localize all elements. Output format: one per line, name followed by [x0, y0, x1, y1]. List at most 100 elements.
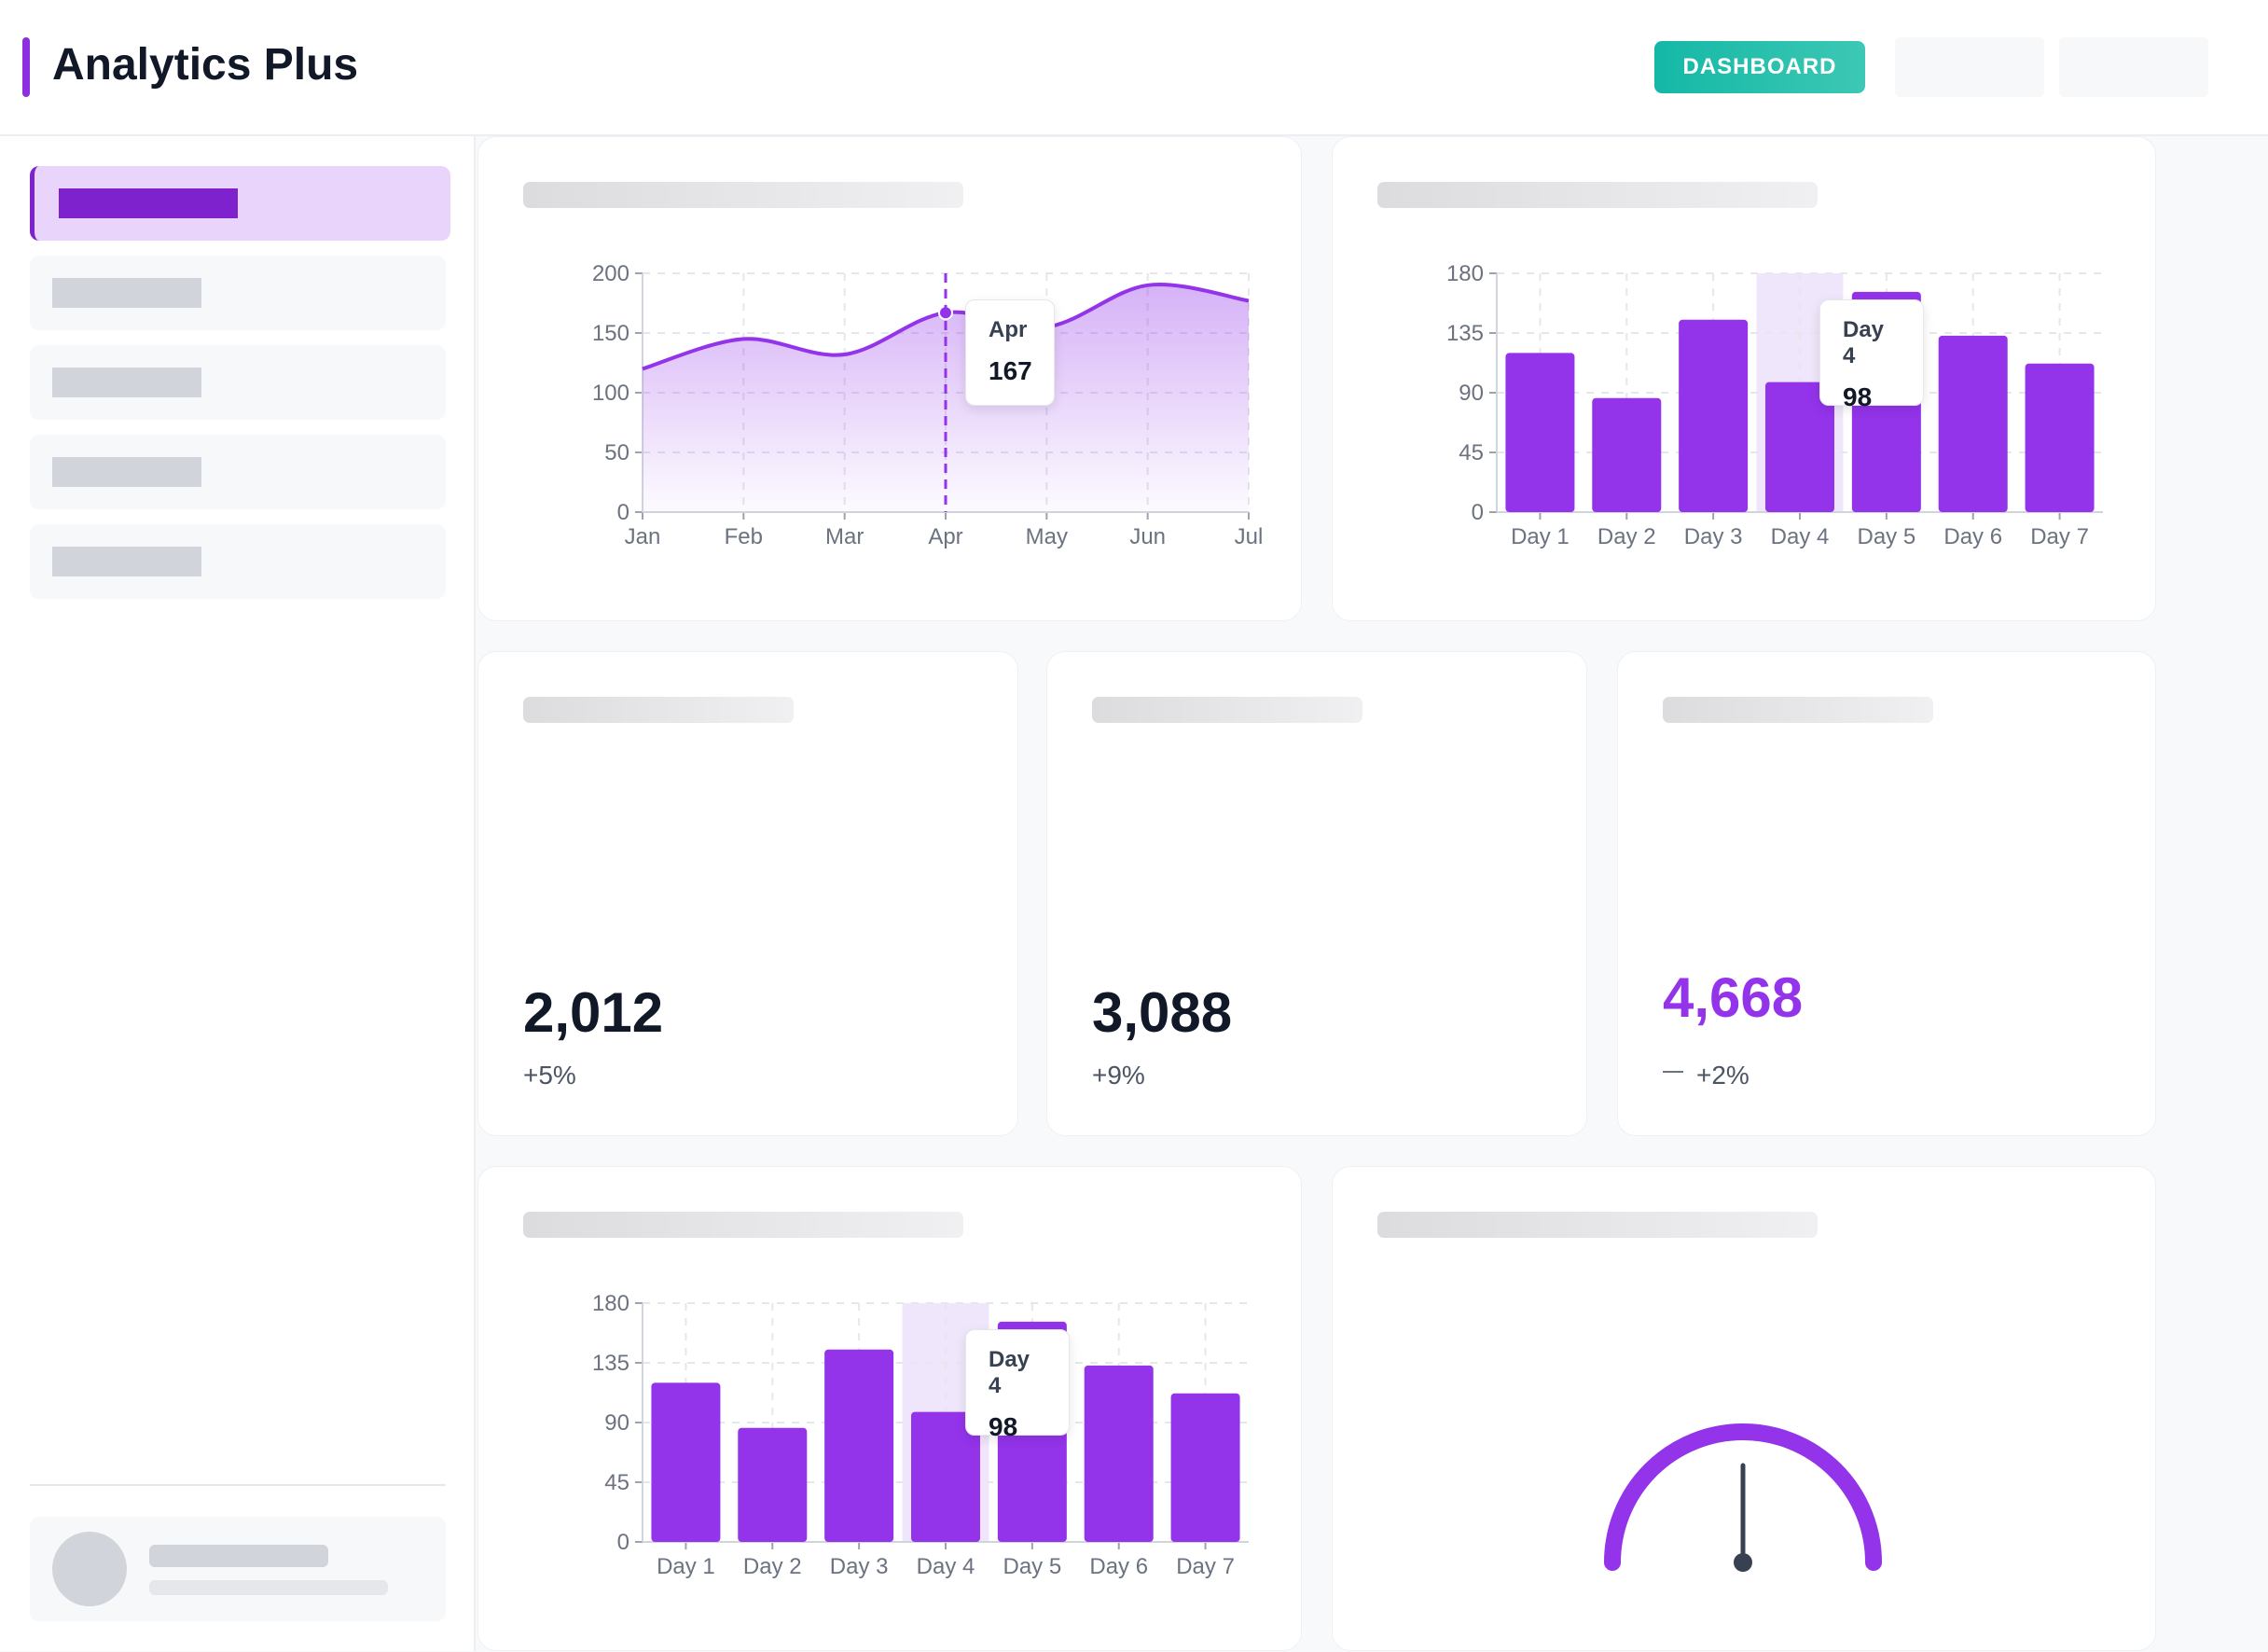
- x-tick-label: Day 1: [1511, 524, 1570, 549]
- sidebar-item-label-placeholder: [52, 457, 201, 487]
- tooltip-value: 98: [989, 1412, 1018, 1441]
- bar: [1084, 1365, 1154, 1542]
- x-tick-label: Day 4: [1771, 524, 1830, 549]
- bar-chart: 0 45 90 135 180 Day 1 Day 2 Day 3 Day 4 Day 5 Day …: [592, 1291, 1249, 1579]
- kpi-change: +2%: [1696, 1061, 1749, 1090]
- tooltip-value: 167: [989, 356, 1032, 385]
- sidebar-item[interactable]: [30, 524, 446, 599]
- tooltip-label: Day 4: [989, 1347, 1030, 1398]
- kpi-card: 4,668 +2%: [1617, 651, 2156, 1136]
- nav-item-placeholder[interactable]: [1895, 37, 2044, 97]
- card-title-placeholder: [1377, 182, 1818, 208]
- kpi-change: +9%: [1092, 1061, 1145, 1090]
- bar: [738, 1427, 808, 1542]
- top-header: Analytics Plus DASHBOARD: [0, 0, 2268, 136]
- app-title: Analytics Plus: [52, 40, 359, 90]
- tooltip-value: 98: [1843, 382, 1873, 411]
- area-chart-card: 0 50 100 150 200 Jan Feb Mar Apr May Jun Jul Apr 16…: [477, 136, 1302, 621]
- bar: [651, 1382, 721, 1542]
- user-profile-card[interactable]: [30, 1517, 446, 1621]
- bar: [2025, 363, 2095, 512]
- x-tick-label: Day 7: [2030, 524, 2089, 549]
- card-title-placeholder: [523, 697, 794, 723]
- sidebar-divider: [30, 1484, 446, 1486]
- y-tick-label: 50: [604, 440, 629, 465]
- x-tick-label: Day 5: [1858, 524, 1916, 549]
- gauge-arc: [1604, 1423, 1882, 1571]
- nav-dashboard-button[interactable]: DASHBOARD: [1654, 41, 1865, 93]
- x-tick-label: Day 2: [743, 1554, 802, 1579]
- sidebar-item[interactable]: [30, 435, 446, 509]
- tooltip-label: Apr: [989, 317, 1028, 342]
- chart-tooltip: Day 4 98: [1819, 299, 1924, 411]
- x-tick-label: Jul: [1235, 524, 1264, 549]
- sidebar-item[interactable]: [30, 256, 446, 330]
- kpi-value: 4,668: [1663, 966, 1804, 1029]
- bar-chart-card: 0 45 90 135 180 Day 1 Day 2 Day 3 Day 4 Day 5 Day …: [477, 1166, 1302, 1651]
- y-tick-label: 180: [592, 1291, 629, 1316]
- x-tick-label: Day 3: [830, 1554, 889, 1579]
- y-tick-label: 90: [1459, 381, 1484, 406]
- bar: [1679, 319, 1749, 512]
- card-title-placeholder: [1092, 697, 1362, 723]
- x-tick-label: Day 2: [1597, 524, 1656, 549]
- kpi-change: +5%: [523, 1061, 576, 1090]
- bar: [824, 1349, 894, 1542]
- card-title-placeholder: [1663, 697, 1933, 723]
- x-tick-label: Day 6: [1943, 524, 2002, 549]
- x-tick-label: Day 7: [1176, 1554, 1235, 1579]
- user-email-placeholder: [149, 1580, 388, 1595]
- x-tick-label: May: [1026, 524, 1068, 549]
- y-tick-label: 0: [617, 500, 629, 525]
- card-title-placeholder: [523, 182, 963, 208]
- y-tick-label: 100: [592, 381, 629, 406]
- bar: [1765, 382, 1834, 512]
- y-tick-label: 200: [592, 261, 629, 286]
- sidebar-item-active[interactable]: [30, 166, 450, 241]
- y-tick-label: 135: [592, 1351, 629, 1376]
- gauge-hub: [1734, 1553, 1752, 1572]
- dash-icon: [1663, 1070, 1683, 1073]
- x-tick-label: Feb: [725, 524, 763, 549]
- x-tick-label: Day 3: [1684, 524, 1743, 549]
- bar: [1505, 353, 1575, 512]
- card-title-placeholder: [1377, 1212, 1818, 1238]
- bar: [911, 1411, 980, 1542]
- chart-tooltip: Apr 167: [965, 299, 1055, 406]
- sidebar-item-label-placeholder: [52, 547, 201, 576]
- avatar: [52, 1532, 127, 1606]
- y-tick-label: 180: [1446, 261, 1484, 286]
- nav-item-placeholder[interactable]: [2059, 37, 2208, 97]
- kpi-change-row: +2%: [1663, 1061, 1749, 1090]
- y-tick-label: 45: [1459, 440, 1484, 465]
- bar-chart-card: 0 45 90 135 180 Day 1 Day 2 Day 3 Day 4 Day 5 Day …: [1332, 136, 2156, 621]
- y-tick-label: 45: [604, 1470, 629, 1495]
- kpi-value: 2,012: [523, 981, 664, 1044]
- x-tick-label: Jan: [625, 524, 661, 549]
- sidebar-item[interactable]: [30, 345, 446, 420]
- chart-tooltip: Day 4 98: [965, 1329, 1070, 1441]
- user-name-placeholder: [149, 1545, 328, 1567]
- card-title-placeholder: [523, 1212, 963, 1238]
- x-tick-label: Day 1: [657, 1554, 715, 1579]
- gauge-chart: [1604, 1423, 1882, 1572]
- x-tick-label: Day 4: [917, 1554, 975, 1579]
- kpi-card: 3,088 +9%: [1046, 651, 1587, 1136]
- area-fill: [643, 285, 1249, 512]
- x-tick-label: Jun: [1129, 524, 1166, 549]
- y-tick-label: 0: [1472, 500, 1484, 525]
- bar: [1592, 397, 1662, 512]
- kpi-card: 2,012 +5%: [477, 651, 1018, 1136]
- tooltip-label: Day 4: [1843, 317, 1885, 368]
- area-chart: 0 50 100 150 200 Jan Feb Mar Apr May Jun Jul: [592, 261, 1264, 549]
- y-tick-label: 90: [604, 1410, 629, 1436]
- kpi-value: 3,088: [1092, 981, 1233, 1044]
- y-tick-label: 135: [1446, 321, 1484, 346]
- sidebar: [0, 136, 476, 1651]
- x-tick-label: Day 5: [1003, 1554, 1062, 1579]
- y-tick-label: 150: [592, 321, 629, 346]
- gauge-card: [1332, 1166, 2156, 1651]
- sidebar-item-label-placeholder: [52, 368, 201, 397]
- x-tick-label: Mar: [825, 524, 864, 549]
- sidebar-item-label-placeholder: [52, 278, 201, 308]
